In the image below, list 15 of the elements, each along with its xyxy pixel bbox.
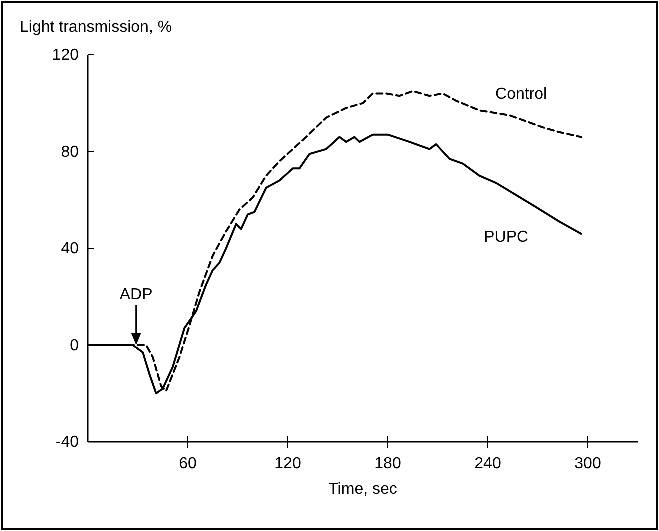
y-tick-label: -40 — [56, 434, 80, 452]
x-tick-label: 120 — [274, 456, 302, 473]
x-axis-title: Time, sec — [328, 481, 398, 498]
x-tick-label: 60 — [179, 456, 197, 473]
series-label: Control — [496, 86, 548, 104]
y-tick-label: 120 — [52, 47, 80, 64]
series-label: PUPC — [484, 228, 529, 246]
y-tick-label: 0 — [70, 337, 80, 354]
y-tick-label: 80 — [61, 144, 80, 161]
y-tick-label: 40 — [61, 240, 80, 258]
y-axis-title: Light transmission, % — [20, 19, 172, 36]
x-tick-label: 300 — [574, 456, 602, 473]
x-tick-label: 180 — [374, 456, 402, 473]
annotation: ADP — [120, 286, 153, 304]
x-tick-label: 240 — [474, 456, 502, 473]
